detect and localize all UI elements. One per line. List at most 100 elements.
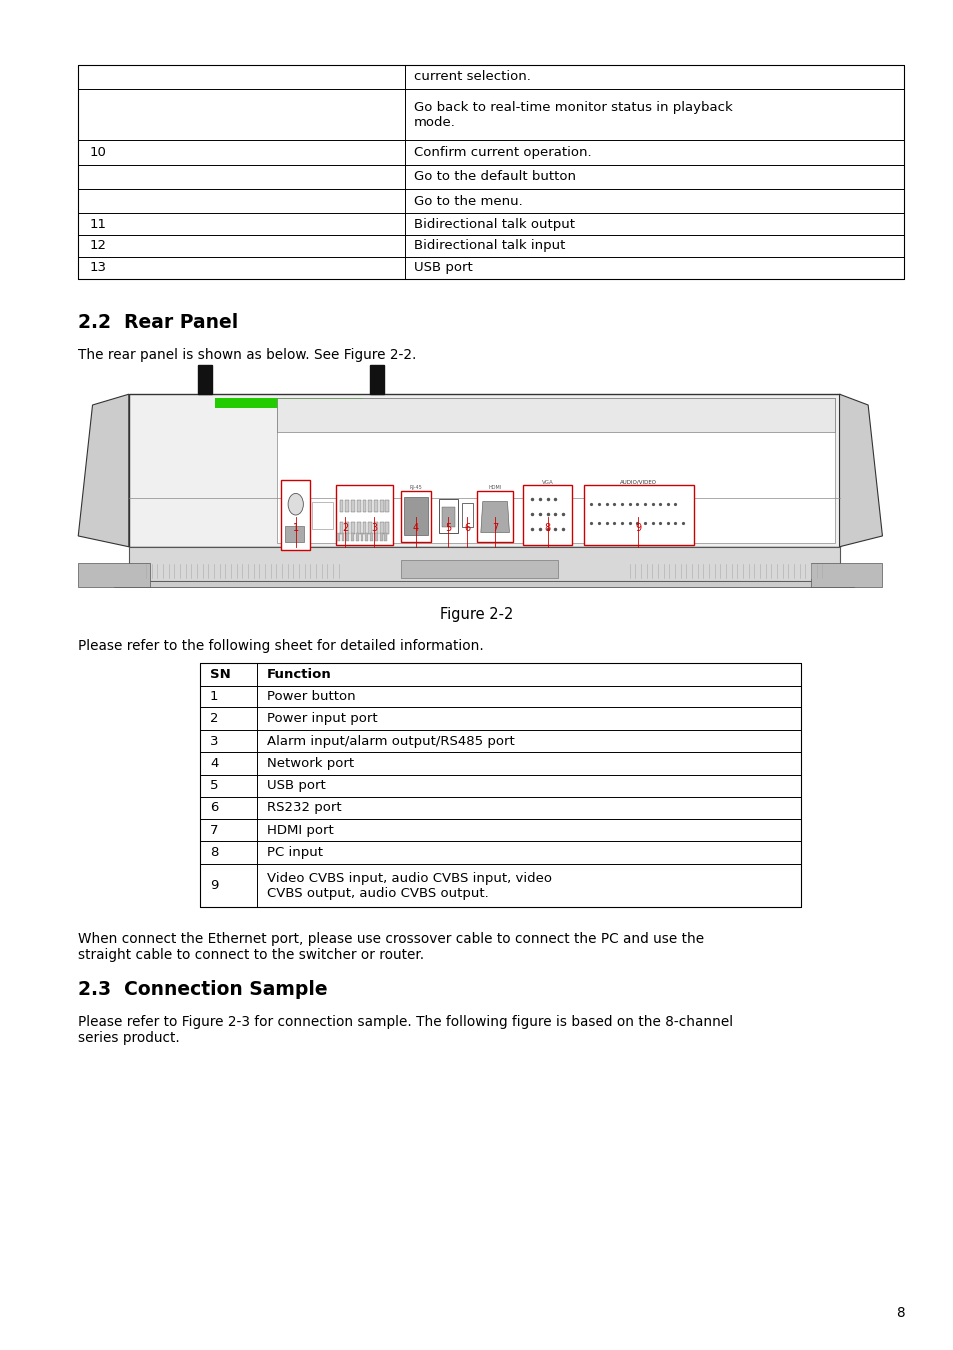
Bar [400, 560, 558, 578]
Text: 10: 10 [90, 146, 107, 159]
Text: When connect the Ethernet port, please use crossover cable to connect the PC and: When connect the Ethernet port, please u… [78, 931, 703, 961]
Text: 9: 9 [635, 522, 640, 533]
Bar [214, 398, 362, 408]
Text: Go to the menu.: Go to the menu. [414, 194, 522, 208]
Text: 8: 8 [210, 846, 218, 859]
Text: 8: 8 [895, 1307, 903, 1320]
Bar [438, 498, 457, 532]
Text: 6: 6 [464, 522, 470, 533]
Text: 2: 2 [210, 713, 218, 725]
Bar [345, 501, 349, 512]
Text: 5: 5 [445, 522, 451, 533]
Text: 6: 6 [210, 802, 218, 814]
Bar [351, 532, 354, 540]
Bar [379, 532, 382, 540]
Text: Network port: Network port [267, 757, 354, 769]
Bar [351, 522, 355, 533]
Bar [360, 532, 363, 540]
Bar [341, 532, 344, 540]
Bar [339, 501, 343, 512]
Text: 12: 12 [90, 239, 107, 252]
Text: 7: 7 [492, 522, 497, 533]
Text: Alarm input/alarm output/RS485 port: Alarm input/alarm output/RS485 port [267, 734, 515, 748]
Text: Bidirectional talk input: Bidirectional talk input [414, 239, 565, 252]
Bar [374, 501, 377, 512]
Text: 2.2  Rear Panel: 2.2 Rear Panel [78, 313, 238, 332]
Bar [362, 522, 366, 533]
Bar [356, 501, 360, 512]
Bar [129, 547, 839, 580]
Polygon shape [839, 394, 882, 547]
Bar [583, 485, 693, 544]
Bar [312, 502, 333, 528]
Bar [385, 501, 389, 512]
Bar [276, 398, 834, 432]
Text: Please refer to the following sheet for detailed information.: Please refer to the following sheet for … [78, 639, 483, 652]
Text: 2: 2 [342, 522, 348, 533]
Bar [368, 522, 372, 533]
Text: 9: 9 [210, 879, 218, 892]
Bar [336, 532, 339, 540]
Polygon shape [78, 394, 129, 547]
Bar [351, 501, 355, 512]
Text: HDMI port: HDMI port [267, 824, 334, 837]
Text: 3: 3 [210, 734, 218, 748]
Text: USB port: USB port [267, 779, 325, 792]
Bar [285, 525, 304, 541]
Bar [339, 522, 343, 533]
Bar [810, 563, 882, 587]
Bar [368, 501, 372, 512]
Bar [441, 506, 455, 526]
Text: 7: 7 [210, 824, 218, 837]
Bar [385, 522, 389, 533]
Text: Video CVBS input, audio CVBS input, video
CVBS output, audio CVBS output.: Video CVBS input, audio CVBS input, vide… [267, 872, 552, 899]
Bar [200, 663, 801, 907]
Text: Function: Function [267, 668, 332, 680]
Text: 2.3  Connection Sample: 2.3 Connection Sample [78, 980, 328, 999]
Polygon shape [480, 502, 509, 532]
Text: HDMI: HDMI [488, 485, 501, 490]
Bar [356, 522, 360, 533]
Text: The rear panel is shown as below. See Figure 2-2.: The rear panel is shown as below. See Fi… [78, 348, 416, 362]
Bar [346, 532, 349, 540]
Text: 5: 5 [210, 779, 218, 792]
Text: Confirm current operation.: Confirm current operation. [414, 146, 591, 159]
Bar [281, 481, 310, 551]
Text: PC input: PC input [267, 846, 323, 859]
Text: Please refer to Figure 2-3 for connection sample. The following figure is based : Please refer to Figure 2-3 for connectio… [78, 1015, 733, 1045]
Bar [78, 65, 903, 279]
Bar [114, 580, 853, 587]
Bar [400, 490, 431, 541]
Text: 1: 1 [293, 522, 298, 533]
Text: Go to the default button: Go to the default button [414, 170, 576, 184]
Bar [476, 490, 513, 541]
Text: Power input port: Power input port [267, 713, 377, 725]
Text: Go back to real-time monitor status in playback
mode.: Go back to real-time monitor status in p… [414, 101, 732, 128]
Bar [374, 522, 377, 533]
Text: 1: 1 [210, 690, 218, 703]
Bar [198, 364, 212, 394]
Text: 3: 3 [371, 522, 376, 533]
Bar [362, 501, 366, 512]
Bar [370, 532, 373, 540]
Text: 11: 11 [90, 217, 107, 231]
Bar [384, 532, 387, 540]
Bar [379, 522, 383, 533]
Bar [345, 522, 349, 533]
Circle shape [288, 494, 303, 514]
Text: RS232 port: RS232 port [267, 802, 341, 814]
Text: 13: 13 [90, 262, 107, 274]
Text: USB port: USB port [414, 262, 473, 274]
Bar [129, 394, 839, 547]
Text: 4: 4 [413, 522, 418, 533]
Bar [403, 497, 428, 535]
Bar [355, 532, 358, 540]
Bar [375, 532, 377, 540]
Text: 8: 8 [544, 522, 550, 533]
Text: VGA: VGA [541, 481, 553, 485]
Text: Power button: Power button [267, 690, 355, 703]
Bar [276, 398, 834, 543]
Text: Figure 2-2: Figure 2-2 [440, 608, 513, 622]
Bar [370, 364, 383, 394]
Text: SN: SN [210, 668, 231, 680]
